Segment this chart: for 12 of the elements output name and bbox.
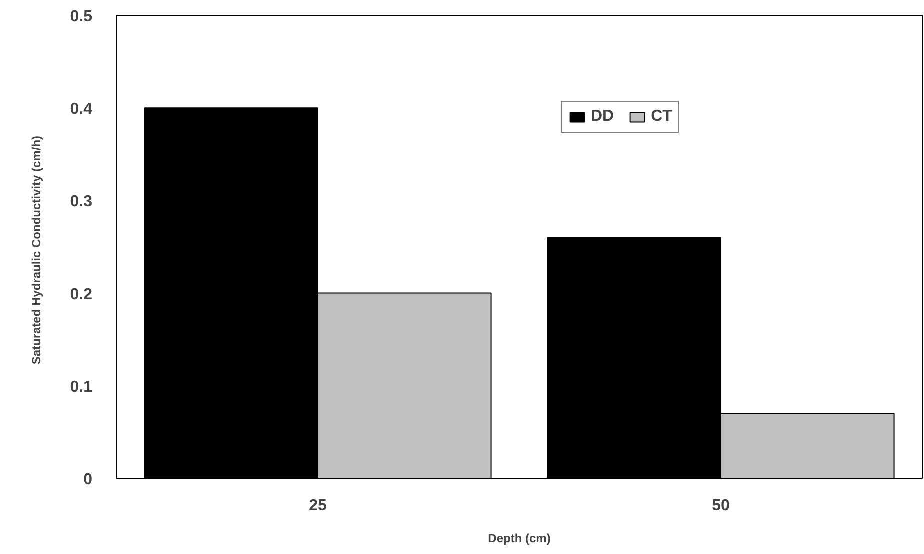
x-tick-label: 50 [712, 498, 730, 514]
y-tick-label: 0.4 [70, 101, 93, 118]
y-tick-label: 0.1 [70, 378, 93, 396]
x-axis-title: Depth (cm) [488, 532, 551, 546]
y-axis-title: Saturated Hydraulic Conductivity (cm/h) [29, 136, 44, 365]
y-tick-label: 0.2 [70, 286, 93, 304]
y-tick-label: 0.5 [70, 8, 93, 26]
legend-label: CT [651, 108, 672, 126]
x-tick-label: 25 [309, 498, 327, 514]
y-tick-label: 0 [84, 472, 93, 488]
legend-label: DD [591, 108, 614, 126]
y-tick-label: 0.3 [70, 194, 93, 211]
